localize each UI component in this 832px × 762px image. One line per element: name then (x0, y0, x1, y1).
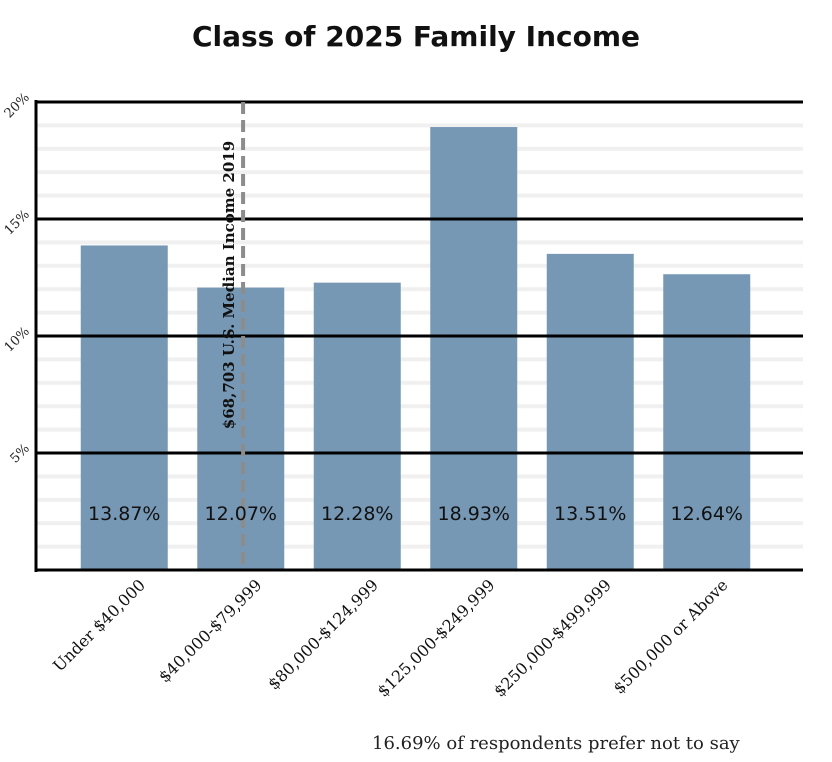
footnote: 16.69% of respondents prefer not to say (372, 733, 740, 754)
minor-gridline (36, 146, 803, 151)
bar (430, 127, 518, 571)
minor-gridline (36, 427, 803, 432)
y-tick-label: 10% (2, 324, 33, 355)
x-tick-label: $80,000-$124,999 (264, 575, 382, 693)
chart-title: Class of 2025 Family Income (191, 20, 641, 53)
minor-gridline (36, 263, 803, 268)
x-tick-label: $125,000-$249,999 (373, 575, 498, 700)
y-tick-label: 15% (2, 207, 33, 238)
x-tick-label: $40,000-$79,999 (155, 575, 266, 686)
value-label: 18.93% (438, 503, 510, 525)
value-label: 12.64% (671, 503, 743, 525)
bar (80, 245, 168, 570)
minor-gridline (36, 404, 803, 409)
minor-gridline (36, 287, 803, 292)
value-label: 13.87% (88, 503, 160, 525)
minor-gridline (36, 240, 803, 245)
minor-gridline (36, 497, 803, 502)
reference-line-label: $68,703 U.S. Median Income 2019 (220, 141, 238, 429)
value-label: 13.51% (554, 503, 626, 525)
minor-gridline (36, 193, 803, 198)
minor-gridline (36, 170, 803, 175)
x-tick-label: Under $40,000 (49, 575, 149, 675)
minor-gridline (36, 380, 803, 385)
minor-gridline (36, 357, 803, 362)
minor-gridline (36, 544, 803, 549)
x-tick-label: $250,000-$499,999 (490, 575, 615, 700)
minor-gridline (36, 521, 803, 526)
value-label: 12.07% (205, 503, 277, 525)
minor-gridline (36, 310, 803, 315)
minor-gridline (36, 474, 803, 479)
bar (197, 287, 285, 570)
bar (663, 274, 751, 570)
minor-gridline (36, 123, 803, 128)
bar (546, 253, 634, 570)
y-tick-label: 20% (2, 90, 33, 121)
x-tick-label: $500,000 or Above (609, 575, 731, 697)
y-tick-label: 5% (8, 441, 33, 466)
bar (313, 282, 401, 570)
value-label: 12.28% (321, 503, 393, 525)
